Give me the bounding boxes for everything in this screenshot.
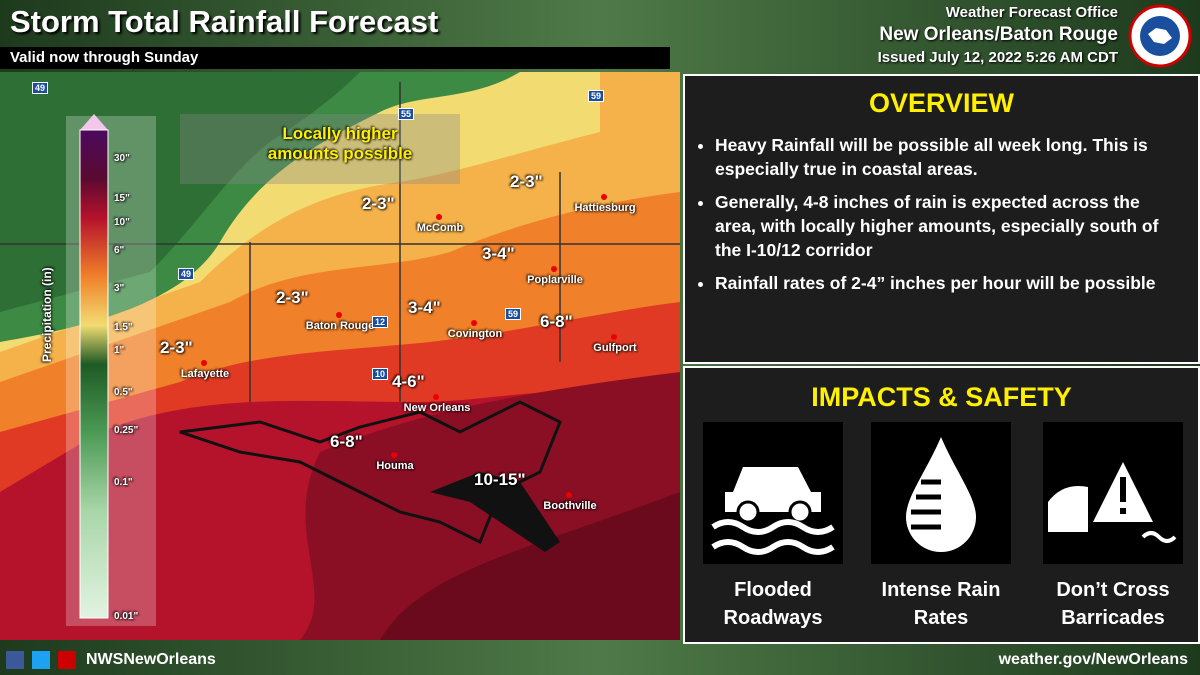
- city-label: Covington: [447, 328, 503, 340]
- highway-shield: 10: [372, 368, 389, 380]
- city-dot: [201, 360, 207, 366]
- impact-caption: Intense Rain Rates: [881, 579, 1001, 629]
- highway-shield: 49: [32, 82, 49, 94]
- city-dot: [551, 266, 557, 272]
- office-name: New Orleans/Baton Rouge: [879, 24, 1118, 45]
- city-dot: [433, 394, 439, 400]
- map-graphic: [0, 72, 680, 640]
- title: Storm Total Rainfall Forecast: [10, 4, 439, 39]
- legend-label: 30": [114, 153, 130, 164]
- amount-label: 2-3": [362, 194, 395, 213]
- office: Weather Forecast Office: [945, 4, 1118, 21]
- legend-label: 0.5": [114, 387, 133, 398]
- highway-shield: 12: [372, 316, 389, 328]
- legend-label: 6": [114, 245, 125, 256]
- amount-label: 6-8": [540, 312, 573, 331]
- social-handle: NWSNewOrleans: [86, 651, 216, 668]
- city-label: Hattiesburg: [574, 202, 636, 214]
- footer: NWSNewOrleans weather.gov/NewOrleans: [0, 645, 1200, 675]
- legend-label: 1.5": [114, 322, 133, 333]
- rain-icon: [906, 437, 976, 552]
- city-label: Houma: [376, 460, 414, 472]
- bullet: Rainfall rates of 2-4” inches per hour w…: [715, 271, 1178, 295]
- highway-shield: 49: [178, 268, 195, 280]
- city-label: Gulfport: [593, 342, 637, 354]
- amount-label: 3-4": [408, 298, 441, 317]
- impact-caption: Flooded Roadways: [723, 579, 823, 629]
- city-label: Lafayette: [180, 368, 230, 380]
- highway-shield: 59: [588, 90, 605, 102]
- legend-label: 10": [114, 217, 130, 228]
- legend-label: 0.25": [114, 425, 139, 436]
- city-dot: [336, 312, 342, 318]
- city-label: New Orleans: [403, 402, 471, 414]
- city-label: Baton Rouge: [305, 320, 375, 332]
- icon-box: [871, 422, 1011, 564]
- overview-title: OVERVIEW: [868, 88, 1015, 118]
- highway-shield: 55: [398, 108, 415, 120]
- highway-shield: 59: [505, 308, 522, 320]
- amount-label: 3-4": [482, 244, 515, 263]
- barricade-icon: [1048, 462, 1177, 543]
- amount-label: 6-8": [330, 432, 363, 451]
- overview-panel: OVERVIEW Heavy Rainfall will be possible…: [683, 74, 1200, 364]
- issued: Issued July 12, 2022 5:26 AM CDT: [877, 49, 1118, 66]
- social-icons: [6, 651, 76, 669]
- legend-label: 0.01": [114, 611, 139, 622]
- city-dot: [611, 334, 617, 340]
- city-dot: [566, 492, 572, 498]
- amount-label: 4-6": [392, 372, 425, 391]
- impacts-title: IMPACTS & SAFETY: [811, 382, 1072, 412]
- legend-label: 0.1": [114, 477, 133, 488]
- city-label: Poplarville: [527, 274, 583, 286]
- website: weather.gov/NewOrleans: [998, 651, 1188, 668]
- bullet: Heavy Rainfall will be possible all week…: [715, 133, 1178, 181]
- flood-icon: [711, 467, 835, 555]
- bullet: Generally, 4-8 inches of rain is expecte…: [715, 190, 1178, 262]
- bullet-list: Heavy Rainfall will be possible all week…: [685, 133, 1198, 295]
- city-label: McComb: [416, 222, 464, 234]
- legend-label: 3": [114, 283, 125, 294]
- amount-label: 2-3": [276, 288, 309, 307]
- legend-label: 15": [114, 193, 130, 204]
- impact-caption: Don’t Cross Barricades: [1056, 579, 1170, 629]
- amount-label: 2-3": [160, 338, 193, 357]
- legend-label: 1": [114, 345, 125, 356]
- city-dot: [391, 452, 397, 458]
- amount-label: 2-3": [510, 172, 543, 191]
- city-dot: [601, 194, 607, 200]
- city-dot: [471, 320, 477, 326]
- city-dot: [436, 214, 442, 220]
- legend-title: Precipitation (in): [40, 267, 54, 362]
- callout: Locally higher amounts possible: [267, 124, 413, 163]
- map: Precipitation (in) Locally higher amount…: [0, 72, 680, 640]
- impacts-panel: IMPACTS & SAFETY Flooded Roadways Intens…: [683, 366, 1200, 644]
- icon-box: [1043, 422, 1183, 564]
- city-label: Boothville: [543, 500, 597, 512]
- icon-box: [703, 422, 843, 564]
- subtitle: Valid now through Sunday: [0, 47, 670, 69]
- nws-logo: [1128, 4, 1192, 68]
- amount-label: 10-15": [474, 470, 526, 489]
